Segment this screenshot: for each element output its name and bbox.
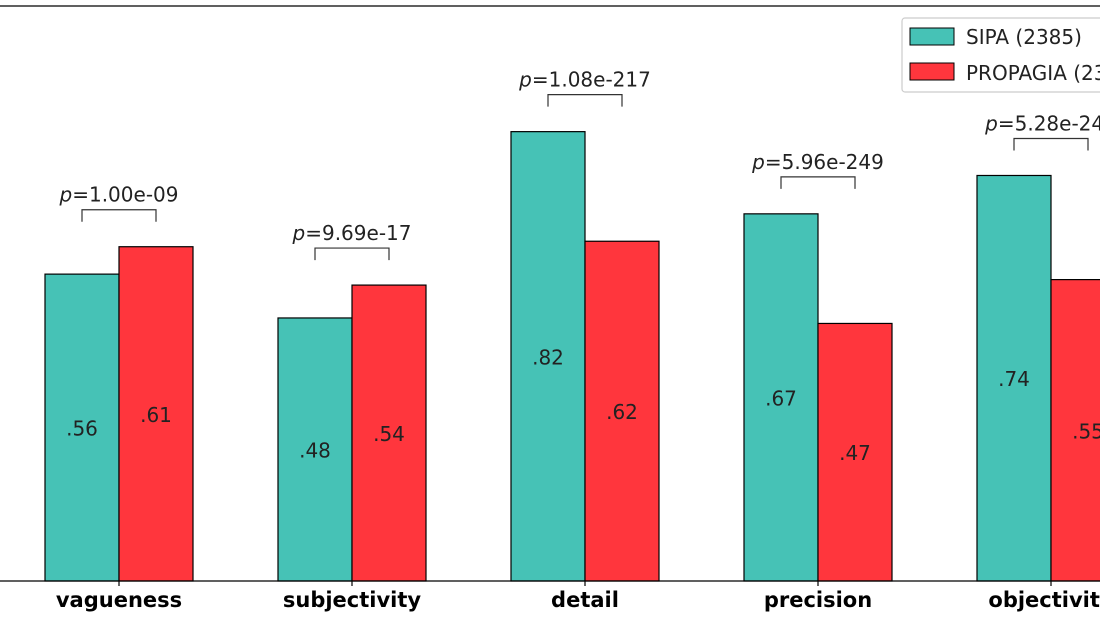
bar-value-label: .56 xyxy=(66,417,98,441)
legend-label-propagia: PROPAGIA (2385) xyxy=(966,61,1100,85)
p-value-bracket xyxy=(314,247,390,261)
bar-value-label: .61 xyxy=(140,403,172,427)
legend: SIPA (2385) PROPAGIA (2385) xyxy=(901,17,1100,93)
bar-labels-group: .56 .61 .48 .54 .82 .62 .67 .47 .74 .55 xyxy=(66,345,1100,465)
bar-value-label: .55 xyxy=(1072,419,1100,443)
bar-objectivity-series-1 xyxy=(1050,279,1100,582)
x-tick-label-detail: detail xyxy=(551,588,619,612)
p-value-bracket xyxy=(81,209,157,222)
bar-value-label: .47 xyxy=(839,441,871,465)
bar-value-label: .62 xyxy=(606,400,638,424)
legend-label-sipa: SIPA (2385) xyxy=(966,25,1082,49)
bar-value-label: .67 xyxy=(765,386,797,410)
p-value-label: p=5.96e-249 xyxy=(751,150,884,174)
legend-swatch-propagia xyxy=(909,62,955,81)
bar-value-label: .82 xyxy=(532,345,564,369)
legend-swatch-sipa xyxy=(909,27,955,46)
bar-vagueness-series-1 xyxy=(118,246,194,582)
p-value-bracket xyxy=(780,176,856,189)
x-tick-label-precision: precision xyxy=(764,588,872,612)
bar-precision-series-1 xyxy=(817,322,893,582)
p-value-label: p=5.28e-249 xyxy=(984,111,1100,135)
bar-value-label: .74 xyxy=(998,367,1030,391)
bar-detail-series-1 xyxy=(584,240,660,582)
p-value-bracket xyxy=(1013,137,1089,151)
p-value-label: p=9.69e-17 xyxy=(292,221,412,245)
x-tick-label-objectivity: objectivity xyxy=(988,588,1100,612)
bar-value-label: .54 xyxy=(373,422,405,446)
p-value-bracket xyxy=(547,94,623,107)
bar-objectivity-series-0 xyxy=(976,174,1052,582)
x-tick-labels: vagueness subjectivity detail precision obje… xyxy=(56,581,1100,612)
bar-value-label: .48 xyxy=(299,438,331,462)
bar-subjectivity-series-1 xyxy=(351,284,427,582)
p-value-label: p=1.00e-09 xyxy=(59,183,179,207)
x-tick-label-subjectivity: subjectivity xyxy=(283,588,422,612)
p-value-label: p=1.08e-217 xyxy=(518,68,651,92)
bars-group xyxy=(44,131,1100,582)
x-tick-label-vagueness: vagueness xyxy=(56,588,182,612)
p-value-annotations: p=1.00e-09 p=9.69e-17 p=1.08e-217 p=5.96e-2… xyxy=(59,68,1100,261)
